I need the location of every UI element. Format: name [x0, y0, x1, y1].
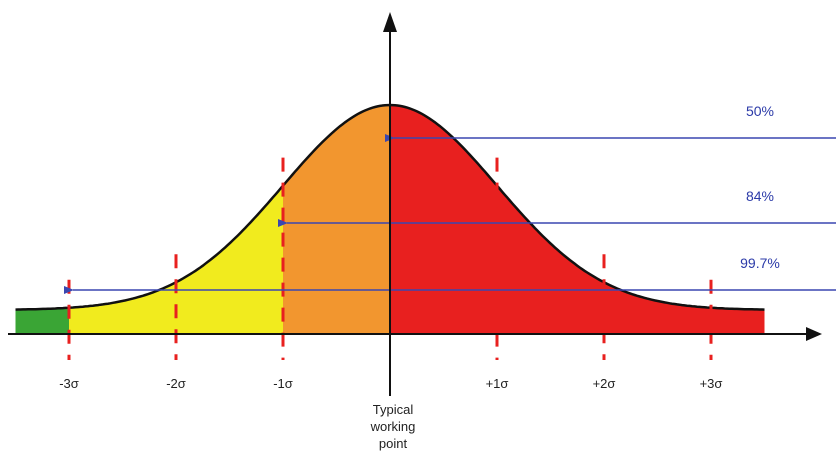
- x-axis-arrowhead: [806, 327, 822, 341]
- coverage-arrows: 50% 84% 99.7%: [64, 103, 836, 294]
- region-2: [283, 105, 390, 334]
- tick-label-4: +2σ: [593, 376, 616, 391]
- tick-label-0: -3σ: [59, 376, 79, 391]
- coverage-label-0: 50%: [746, 103, 774, 119]
- coverage-label-1: 84%: [746, 188, 774, 204]
- tick-label-3: +1σ: [486, 376, 509, 391]
- tick-label-1: -2σ: [166, 376, 186, 391]
- regions-layer: [15, 105, 765, 334]
- tick-labels: -3σ -2σ -1σ +1σ +2σ +3σ: [59, 376, 722, 391]
- region-1: [69, 185, 283, 334]
- coverage-label-2: 99.7%: [740, 255, 780, 271]
- tick-label-2: -1σ: [273, 376, 293, 391]
- tick-label-5: +3σ: [700, 376, 723, 391]
- working-point-label: Typical working point: [370, 402, 416, 451]
- region-3: [390, 105, 765, 334]
- y-axis-arrowhead: [383, 12, 397, 32]
- region-0: [15, 307, 69, 334]
